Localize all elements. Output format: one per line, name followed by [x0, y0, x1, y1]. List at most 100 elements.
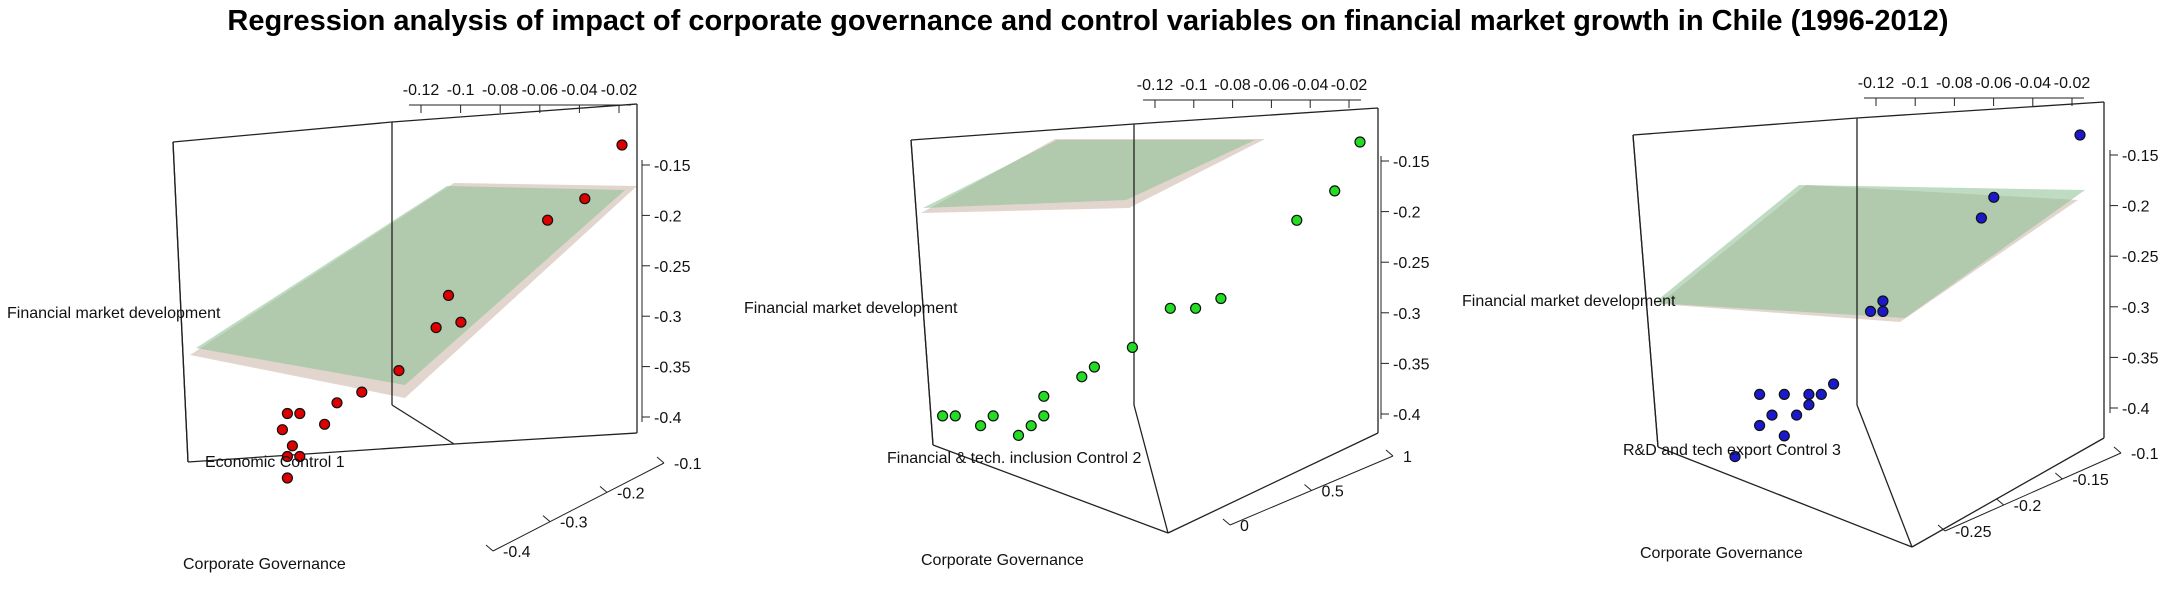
front-tick-mark — [542, 515, 551, 523]
data-point — [1164, 302, 1176, 314]
front-tick-mark — [2055, 472, 2063, 480]
z-tick-label: -0.3 — [1393, 306, 1421, 323]
data-point — [442, 289, 455, 301]
regression-plane-2 — [923, 140, 1255, 208]
front-tick-mark — [1385, 449, 1394, 457]
z-tick-label: -0.4 — [654, 410, 682, 427]
box-edge — [453, 432, 638, 445]
data-point — [974, 420, 987, 432]
z-tick-label: -0.4 — [1393, 407, 1421, 424]
z-tick-label: -0.2 — [654, 208, 682, 225]
box-edge — [1856, 404, 1913, 548]
y-axis-title: Economic Control 1 — [205, 454, 345, 471]
top-tick-label: -0.04 — [2015, 75, 2052, 92]
z-axis-title: Financial market development — [1462, 293, 1676, 310]
front-tick-mark — [1996, 498, 2004, 506]
front-tick-label: 0 — [1240, 518, 1249, 535]
z-tick-label: -0.3 — [654, 309, 682, 326]
chart-title: Regression analysis of impact of corpora… — [227, 5, 1949, 37]
panel-3 — [1632, 97, 2122, 548]
data-point — [1815, 388, 1827, 400]
data-point — [1038, 390, 1050, 402]
data-point — [1877, 305, 1889, 317]
data-point — [1753, 388, 1766, 400]
data-point — [541, 214, 554, 226]
panel-1 — [172, 103, 665, 552]
data-point — [281, 450, 293, 463]
top-tick-label: -0.12 — [1858, 75, 1895, 92]
data-point — [281, 472, 293, 484]
data-point — [1189, 302, 1202, 314]
box-edge — [187, 443, 455, 463]
data-point — [1076, 371, 1088, 383]
top-tick-label: -0.02 — [2054, 75, 2091, 92]
z-tick-label: -0.15 — [2122, 148, 2159, 165]
data-point — [276, 424, 288, 436]
data-point — [1864, 305, 1877, 317]
box-edge — [1133, 107, 1379, 125]
regression-plane-2 — [196, 186, 625, 385]
data-point — [455, 316, 467, 328]
top-tick-label: -0.08 — [1214, 77, 1251, 94]
data-point — [579, 193, 591, 205]
front-tick-label: -0.25 — [1955, 524, 1992, 541]
box-edge — [1632, 117, 1858, 136]
box-edge — [1133, 404, 1169, 534]
data-point — [319, 418, 331, 430]
data-point — [331, 397, 343, 409]
front-tick-mark — [599, 485, 608, 493]
box-edge — [932, 444, 1169, 534]
z-tick-label: -0.25 — [2122, 249, 2159, 266]
front-tick-label: -0.4 — [503, 544, 531, 561]
data-point — [987, 410, 999, 422]
data-point — [356, 386, 368, 398]
front-tick-label: -0.3 — [560, 515, 588, 532]
data-point — [1753, 419, 1766, 432]
top-tick-label: -0.04 — [561, 82, 598, 99]
z-tick-label: -0.2 — [1393, 205, 1421, 222]
data-point — [1803, 399, 1815, 411]
box-edge — [910, 139, 934, 446]
z-tick-label: -0.15 — [654, 158, 691, 175]
top-tick-label: -0.1 — [1180, 77, 1208, 94]
front-tick-label: -0.1 — [674, 456, 702, 473]
data-point — [1827, 378, 1840, 390]
data-point — [294, 450, 306, 463]
data-point — [1988, 191, 2000, 203]
box-edge — [1167, 432, 1379, 534]
data-point — [949, 410, 961, 422]
data-point — [1790, 409, 1803, 421]
front-axis-line — [1944, 452, 2122, 532]
z-tick-label: -0.15 — [1393, 154, 1430, 171]
z-axis-title: Financial market development — [7, 305, 221, 322]
top-tick-label: -0.06 — [1253, 77, 1290, 94]
box-edge — [172, 121, 393, 143]
data-point — [294, 407, 306, 420]
y-axis-title: Financial & tech. inclusion Control 2 — [887, 450, 1141, 467]
box-edge — [391, 404, 455, 445]
box-edge — [910, 123, 1135, 141]
box-edge — [1911, 437, 2105, 548]
x-axis-title: Corporate Governance — [183, 556, 346, 573]
front-tick-label: -0.1 — [2131, 446, 2159, 463]
data-point — [1038, 410, 1050, 422]
z-tick-label: -0.2 — [2122, 199, 2150, 216]
front-tick-mark — [1937, 524, 1946, 532]
front-tick-label: -0.2 — [2014, 498, 2042, 515]
z-tick-label: -0.25 — [654, 259, 691, 276]
data-point — [286, 440, 298, 452]
front-tick-label: 1 — [1403, 449, 1412, 466]
data-point — [430, 322, 442, 334]
data-point — [616, 139, 628, 151]
data-point — [1803, 388, 1815, 400]
panel-2 — [910, 99, 1394, 534]
top-tick-label: -0.02 — [601, 82, 638, 99]
data-point — [1778, 388, 1790, 400]
z-tick-label: -0.4 — [2122, 401, 2150, 418]
data-point — [1975, 212, 1988, 224]
box-edge — [1856, 101, 2105, 119]
data-point — [1012, 429, 1025, 441]
top-tick-label: -0.12 — [1137, 77, 1174, 94]
data-point — [1025, 420, 1037, 432]
z-tick-label: -0.35 — [654, 360, 691, 377]
